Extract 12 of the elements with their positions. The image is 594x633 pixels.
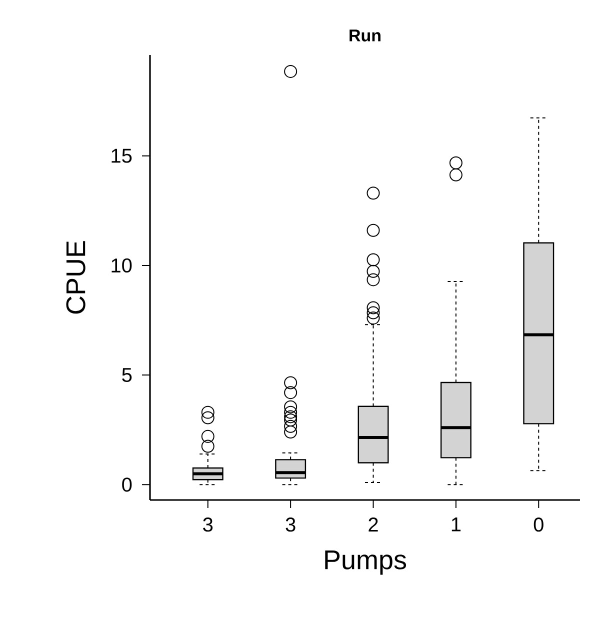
y-tick-label: 0 bbox=[122, 478, 132, 492]
x-tick-label: 3 bbox=[286, 518, 296, 532]
x-tick-label: 2 bbox=[368, 518, 378, 532]
y-tick-label: 10 bbox=[112, 258, 132, 273]
chart-title: Run bbox=[350, 30, 380, 42]
x-tick-label: 3 bbox=[203, 518, 213, 532]
x-tick-label: 0 bbox=[534, 518, 544, 532]
y-axis-title: CPUE bbox=[66, 241, 86, 314]
x-axis-title: Pumps bbox=[325, 550, 406, 575]
y-tick-label: 5 bbox=[122, 368, 132, 382]
y-tick-label: 15 bbox=[112, 148, 132, 163]
x-tick-label: 1 bbox=[452, 518, 461, 532]
